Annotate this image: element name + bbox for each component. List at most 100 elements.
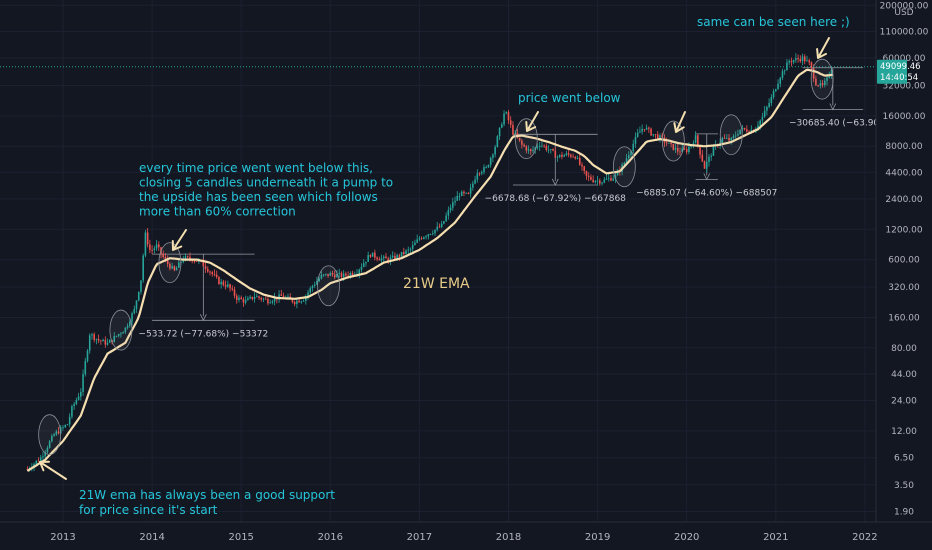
candle-body — [37, 460, 40, 462]
candle-body — [458, 195, 461, 197]
candle-body — [204, 266, 207, 269]
candle-body — [46, 447, 49, 453]
candle-body — [173, 266, 176, 271]
candle-body — [712, 146, 715, 156]
candle-body — [166, 259, 169, 264]
candle-body — [213, 273, 216, 275]
candle-body — [610, 178, 612, 181]
candle-body — [732, 136, 735, 138]
candle-body — [300, 301, 303, 303]
candle-body — [830, 69, 833, 76]
candle-body — [465, 192, 467, 194]
candle-body — [460, 191, 463, 196]
candle-body — [630, 151, 632, 156]
annotation-arrow — [171, 229, 187, 251]
candle-body — [581, 164, 583, 167]
candle-body — [694, 135, 697, 144]
candle-body — [102, 339, 104, 342]
candle-body — [374, 252, 376, 258]
y-tick-label: 24.00 — [891, 397, 917, 407]
candle-body — [708, 156, 710, 163]
candle-body — [692, 143, 695, 145]
candle-body — [697, 135, 699, 146]
time-axis[interactable]: 2013 2014 2015 2016 2017 2018 2019 2020 2021 2022 — [0, 521, 932, 550]
candle-body — [84, 361, 87, 375]
candle-body — [775, 89, 777, 92]
y-tick-label: 200000.00 — [880, 1, 929, 11]
candle-body — [262, 298, 265, 300]
candle-body — [797, 58, 799, 60]
y-tick-label: 1.90 — [894, 508, 914, 518]
candle-body — [454, 200, 456, 203]
ema-line — [26, 68, 833, 472]
annotation-arrow — [525, 111, 539, 132]
drawdown-measure: −6678.68 (−67.92%) −667868 — [485, 133, 626, 204]
candle-body — [670, 142, 672, 144]
candle-body — [509, 120, 512, 125]
candle-body — [298, 300, 300, 303]
candle-body — [474, 179, 476, 184]
candle-body — [391, 255, 394, 258]
candle-body — [260, 297, 263, 300]
candle-body — [496, 136, 499, 147]
support-circles — [38, 58, 834, 456]
candle-body — [605, 178, 608, 180]
candle-body — [405, 250, 407, 254]
candle-body — [685, 149, 688, 153]
candle-body — [418, 238, 421, 240]
candle-body — [570, 154, 572, 157]
candle-body — [812, 68, 815, 79]
candle-body — [88, 335, 91, 351]
y-tick-label: 60000.00 — [883, 54, 926, 64]
candle-body — [157, 244, 160, 248]
candle-body — [826, 77, 828, 81]
annotation-arrow — [39, 460, 67, 480]
candle-body — [788, 61, 790, 63]
candle-body — [385, 256, 387, 259]
candle-body — [434, 229, 436, 234]
candle-body — [763, 110, 766, 117]
candle-body — [202, 260, 205, 267]
candle-body — [443, 221, 445, 224]
y-tick-label: 4400.00 — [885, 168, 922, 178]
annotation-arrows — [39, 37, 830, 480]
candle-body — [282, 295, 285, 299]
candle-body — [175, 267, 178, 271]
candle-body — [567, 153, 570, 155]
price-axis[interactable]: USD 200000.00 110000.00 60000.00 32000.00 16… — [875, 0, 932, 522]
candle-body — [803, 56, 806, 62]
candle-body — [656, 134, 659, 140]
candle-body — [137, 291, 140, 301]
candle-body — [345, 273, 347, 276]
candle-body — [679, 151, 681, 153]
candle-body — [44, 452, 46, 457]
candle-body — [220, 281, 222, 285]
candle-body — [39, 457, 42, 462]
x-tick-label: 2013 — [50, 532, 75, 543]
y-tick-label: 44.00 — [891, 370, 917, 380]
candle-body — [380, 258, 383, 261]
candle-body — [371, 252, 374, 257]
candle-body — [376, 257, 378, 260]
x-tick-label: 2015 — [228, 532, 253, 543]
candle-body — [815, 78, 817, 86]
candle-body — [603, 179, 606, 183]
candle-body — [779, 77, 782, 84]
candle-body — [730, 137, 733, 141]
candle-body — [311, 285, 314, 289]
drawdown-measurements: −533.72 (−77.68%) −53372 −6678.68 (−67.92… — [138, 67, 907, 339]
candle-body — [607, 178, 610, 179]
y-tick-label: 16000.00 — [883, 112, 926, 122]
candle-body — [258, 296, 260, 298]
candle-body — [489, 157, 492, 166]
candle-body — [354, 274, 356, 275]
candle-body — [238, 297, 240, 300]
x-tick-label: 2021 — [763, 532, 788, 543]
candle-body — [627, 155, 630, 159]
candle-body — [427, 234, 430, 237]
x-tick-labels: 2013 2014 2015 2016 2017 2018 2019 2020 2021 2022 — [50, 532, 877, 543]
candle-body — [425, 236, 427, 238]
candle-body — [100, 340, 102, 342]
candle-body — [578, 157, 581, 165]
candle-body — [62, 427, 64, 428]
